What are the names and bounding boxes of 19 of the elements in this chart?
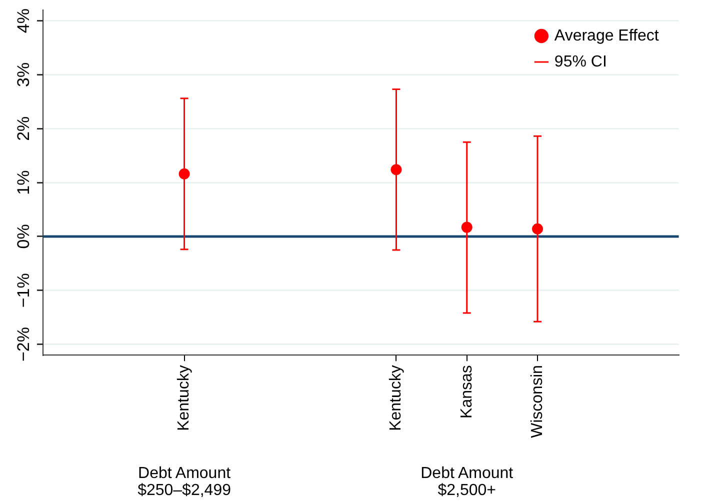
x-tick-label: Kentucky bbox=[176, 365, 193, 431]
y-tick-label: 0% bbox=[14, 224, 34, 249]
y-tick-label: −2% bbox=[14, 327, 34, 362]
point bbox=[178, 168, 190, 180]
y-tick-label: 2% bbox=[14, 116, 34, 141]
y-tick-label: 3% bbox=[14, 62, 34, 87]
point bbox=[532, 223, 544, 234]
annotation: 95% CI bbox=[554, 53, 607, 70]
y-tick-label: 1% bbox=[14, 170, 34, 195]
point bbox=[461, 222, 472, 233]
point bbox=[390, 164, 402, 176]
x-tick-label: Kansas bbox=[458, 365, 476, 418]
y-tick-label: 4% bbox=[14, 8, 34, 34]
y-tick-label: −1% bbox=[14, 273, 34, 308]
legend-label: Average Effect bbox=[554, 27, 660, 44]
x-tick-label: Wisconsin bbox=[528, 365, 546, 438]
text: Debt Amount $250–$2,499 bbox=[138, 465, 232, 499]
text: Debt Amount $2,500+ bbox=[420, 465, 514, 499]
x-tick-label: Kentucky bbox=[388, 365, 405, 431]
